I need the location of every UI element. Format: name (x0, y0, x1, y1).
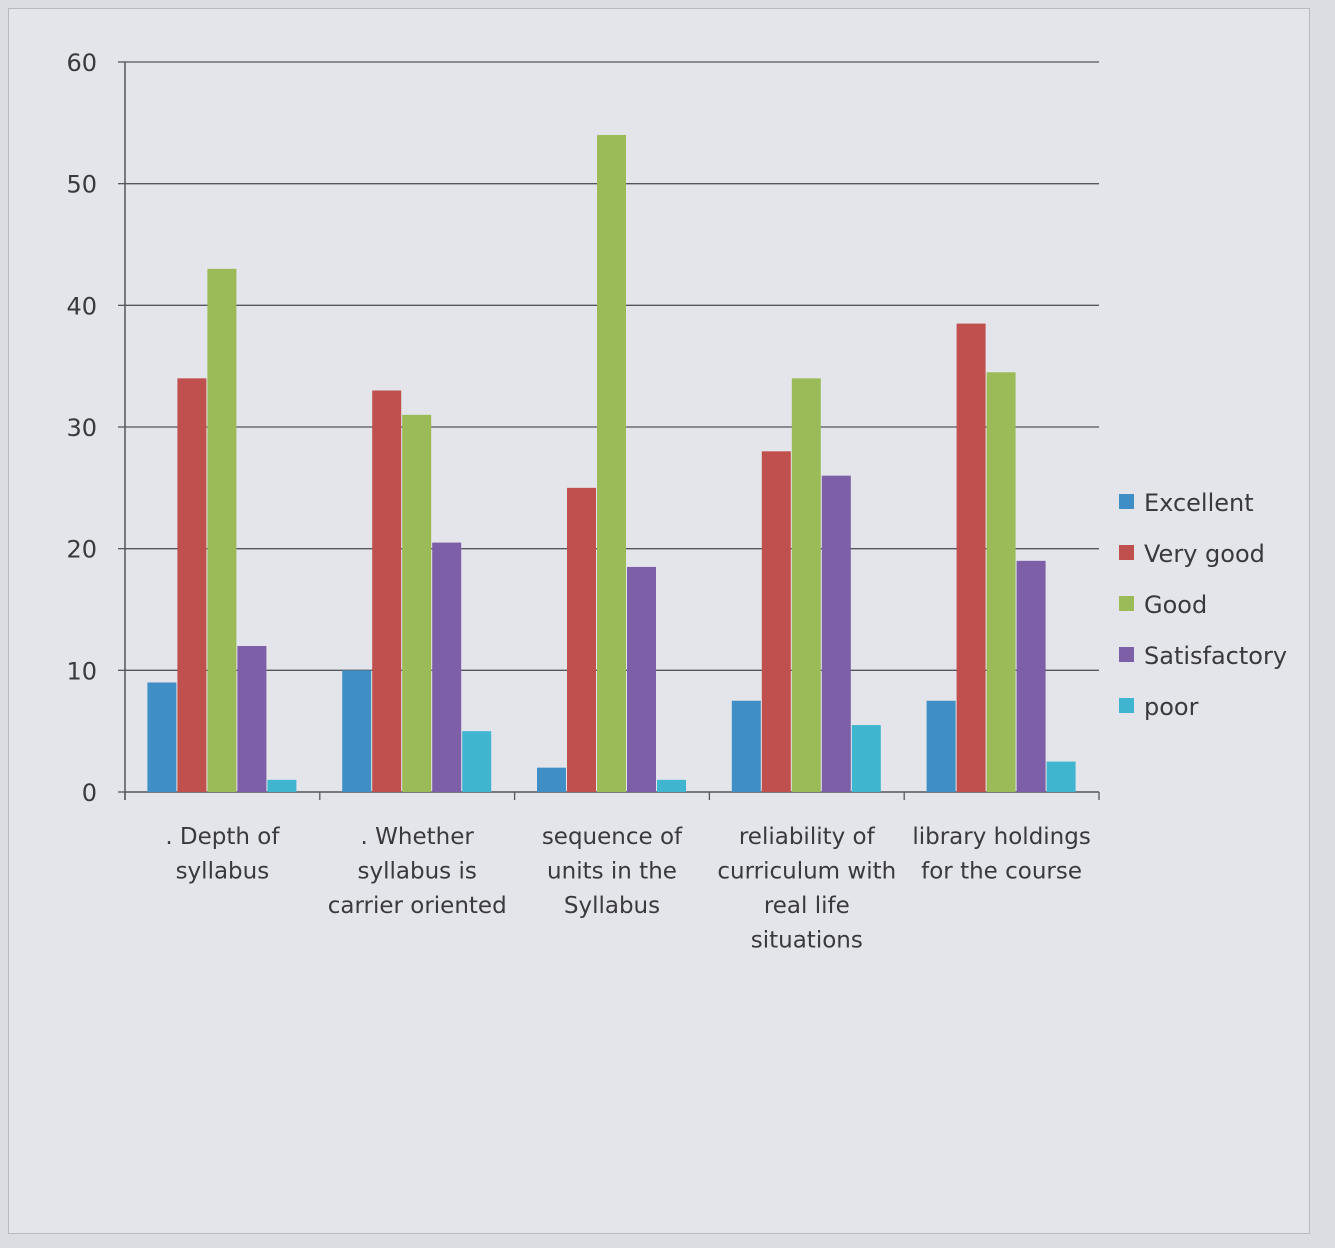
x-category-label-line: carrier oriented (328, 893, 507, 919)
bar-very-good-2 (372, 390, 402, 792)
y-tick-label: 40 (66, 292, 97, 320)
legend-swatch-very-good (1119, 545, 1134, 560)
x-category-label-line: . Depth of (165, 824, 280, 850)
y-tick-label: 10 (66, 657, 97, 685)
x-category-label-line: syllabus (176, 859, 270, 885)
bar-excellent-4 (731, 700, 761, 792)
bar-poor-4 (851, 725, 881, 792)
bar-poor-1 (267, 779, 297, 792)
x-category-label-line: sequence of (542, 824, 683, 850)
bar-satisfactory-3 (627, 566, 656, 792)
bar-excellent-5 (926, 700, 956, 792)
x-category-label-line: . Whether (361, 824, 475, 850)
bar-satisfactory-5 (1016, 560, 1046, 792)
x-category-label: . Whether syllabus is carrier oriented (328, 824, 507, 919)
legend-label-good: Good (1144, 591, 1207, 619)
legend-swatch-satisfactory (1119, 647, 1134, 662)
bar-satisfactory-2 (432, 542, 462, 792)
bar-good-3 (597, 135, 626, 792)
bar-excellent-3 (537, 767, 566, 792)
bar-chart: 0 10 20 30 40 50 60 . Depth of syllabus . Whethe… (66, 49, 1287, 954)
bars (147, 135, 1076, 792)
x-category-label: . Depth of syllabus (165, 824, 280, 885)
bar-good-2 (402, 414, 432, 792)
x-category-label-line: Syllabus (564, 893, 660, 919)
legend-swatch-excellent (1119, 494, 1134, 509)
legend: Excellent Very good Good Satisfactory poor (1119, 489, 1287, 721)
legend-label-very-good: Very good (1144, 540, 1265, 568)
x-category-label-line: curriculum with (717, 859, 896, 885)
x-category-label: library holdings for the course (912, 824, 1091, 885)
y-tick-label: 0 (82, 779, 97, 807)
y-tick-label: 60 (66, 49, 97, 77)
legend-label-satisfactory: Satisfactory (1144, 642, 1287, 670)
bar-good-4 (791, 378, 821, 792)
bar-very-good-3 (567, 487, 596, 792)
x-category-label: reliability of curriculum with real life si… (717, 824, 896, 954)
legend-swatch-poor (1119, 698, 1134, 713)
y-tick-label: 30 (66, 414, 97, 442)
bar-excellent-1 (147, 682, 177, 792)
legend-label-poor: poor (1144, 693, 1199, 721)
bar-very-good-4 (761, 451, 791, 792)
legend-label-excellent: Excellent (1144, 489, 1254, 517)
y-tick-labels: 0 10 20 30 40 50 60 (66, 49, 97, 807)
x-category-labels: . Depth of syllabus . Whether syllabus is ca… (165, 824, 1091, 954)
bar-poor-3 (657, 779, 686, 792)
chart-frame: 0 10 20 30 40 50 60 . Depth of syllabus . Whethe… (8, 8, 1310, 1234)
x-category-label-line: reliability of (739, 824, 876, 850)
bar-very-good-1 (177, 378, 207, 792)
bar-poor-5 (1046, 761, 1076, 792)
y-tick-label: 50 (66, 171, 97, 199)
x-category-label-line: real life (764, 893, 850, 919)
bar-poor-2 (462, 731, 492, 792)
x-category-label-line: syllabus is (358, 859, 477, 885)
x-category-label-line: for the course (921, 859, 1082, 885)
bar-good-5 (986, 372, 1016, 792)
bar-excellent-2 (342, 670, 372, 792)
bar-very-good-5 (956, 323, 986, 792)
x-category-label-line: units in the (547, 859, 677, 885)
x-category-label-line: situations (751, 928, 863, 954)
bar-satisfactory-4 (821, 475, 851, 792)
bar-satisfactory-1 (237, 646, 267, 792)
bar-good-1 (207, 268, 237, 792)
legend-swatch-good (1119, 596, 1134, 611)
x-category-label-line: library holdings (912, 824, 1091, 850)
x-category-label: sequence of units in the Syllabus (542, 824, 683, 919)
y-tick-label: 20 (66, 536, 97, 564)
